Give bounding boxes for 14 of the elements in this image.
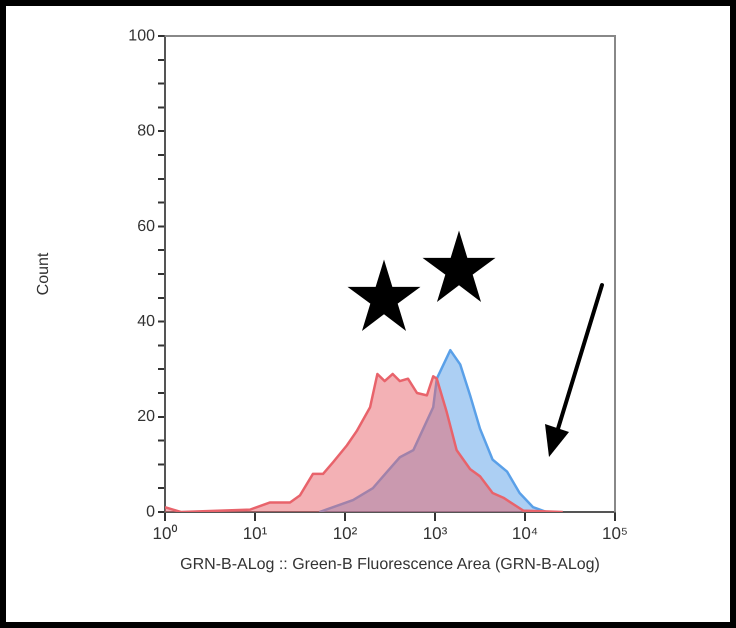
y-tick-label: 100 [128,27,156,44]
x-tick-label: 10⁰ [152,524,178,543]
x-tick-label: 10⁵ [602,524,628,543]
y-tick-label: 60 [137,218,156,235]
y-tick-label: 0 [146,503,156,520]
y-tick-label: 20 [137,408,156,426]
x-axis-title: GRN-B-ALog :: Green-B Fluorescence Area (GRN-B-ALog) [180,556,600,573]
x-tick-label: 10⁴ [512,524,538,543]
y-tick-label: 40 [137,313,156,330]
x-tick-label: 10² [332,524,358,543]
y-axis-title: Count [35,252,52,296]
y-tick-label: 80 [137,122,156,140]
x-tick-label: 10³ [422,524,448,543]
x-tick-label: 10¹ [242,524,268,543]
